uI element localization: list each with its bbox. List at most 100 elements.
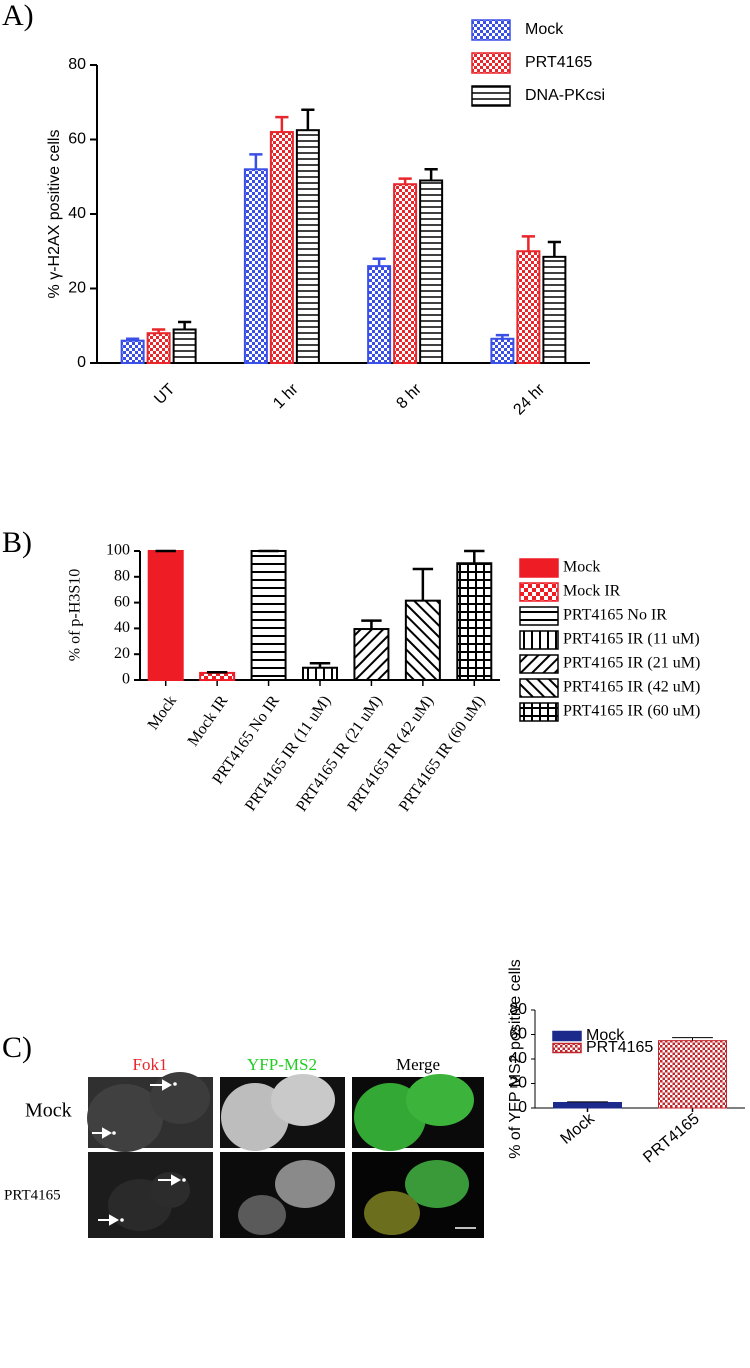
bar [658,1040,727,1109]
y-axis-label: % of p-H3S10 [67,569,84,661]
legend-label: Mock IR [563,583,621,600]
y-tick-label: 20 [68,280,86,297]
legend-label: DNA-PKcsi [525,87,605,104]
legend-label: PRT4165 IR (60 uM) [563,703,700,720]
y-tick-label: 40 [114,619,130,636]
arrow-head [162,1079,173,1091]
bar [490,337,515,365]
error-bar [567,1101,608,1103]
focus [112,1131,116,1135]
bar [243,168,268,364]
legend-swatch [519,654,559,674]
arrows [92,1079,182,1226]
x-tick-label: UT [151,381,178,408]
bar [404,599,441,681]
legend-swatch [519,582,559,602]
legend-swatch [471,52,511,74]
y-tick-label: 40 [509,1050,527,1067]
x-tick-label: Mock IR [185,692,232,749]
bar [456,562,493,682]
error-bar [126,337,140,341]
bar [199,671,236,682]
y-tick-label: 20 [114,645,130,662]
row-label: PRT4165 [4,1187,61,1203]
column-label: Merge [396,1055,440,1074]
nucleus [150,1172,190,1208]
column-label: YFP-MS2 [247,1055,317,1074]
bar [353,628,390,681]
error-bar [249,153,263,170]
y-tick-label: 0 [122,671,130,688]
legend-label: PRT4165 [586,1039,653,1056]
error-bar [672,1037,713,1041]
y-tick-label: 20 [509,1075,527,1092]
bar [302,666,338,681]
error-bar [412,567,434,601]
bar [250,550,287,681]
error-bar [547,240,561,257]
bar [147,550,184,681]
legend-label: Mock [563,559,600,576]
bar [146,332,171,365]
y-tick-label: 60 [114,593,130,610]
error-bar [521,235,535,252]
arrow-head [109,1214,120,1226]
error-bar [464,549,485,564]
chart: 0 20 40 60 80% of YFP MS2 positive cells Mock… [507,959,745,1167]
legend-label: Mock [525,21,564,38]
legend-swatch [519,678,559,698]
error-bar [361,619,382,630]
y-tick-label: 60 [68,131,86,148]
x-tick-label: 1 hr [270,380,302,412]
focus [120,1218,124,1222]
x-tick-label: PRT4165 [640,1110,703,1166]
y-tick-label: 40 [68,205,86,222]
focus [173,1082,177,1086]
bar [516,250,541,364]
nucleus [275,1160,335,1208]
legend-swatch [519,702,559,722]
row-label: Mock [25,1100,72,1122]
nucleus [150,1072,210,1124]
y-tick-label: 60 [509,1026,527,1043]
focus [182,1178,186,1182]
error-bar [301,108,315,131]
panel-label: A) [2,0,34,32]
nucleus [271,1074,335,1126]
panel-label: C) [2,1031,32,1064]
legend-swatch [519,606,559,626]
panel-label: B) [2,526,32,559]
x-tick-label: 8 hr [393,380,425,412]
arrow-head [171,1174,182,1186]
nucleus [406,1074,474,1126]
error-bar [372,257,386,267]
bar [269,131,294,364]
x-tick-label: 24 hr [510,380,548,418]
arrow-head [102,1127,113,1139]
bar [542,255,567,364]
bar [120,339,145,364]
y-tick-label: 100 [106,542,130,559]
legend-label: PRT4165 IR (42 uM) [563,679,700,696]
nucleus [405,1160,469,1208]
y-tick-label: 80 [68,56,86,73]
bar [419,179,444,364]
chart: 0 20 40 60 80 % γ-H2AX positive cells UT 1 hr 8 … [46,19,605,419]
bar [367,265,392,364]
error-bar [309,661,331,668]
bar [295,129,320,364]
error-bar [206,671,228,674]
legend-label: PRT4165 IR (21 uM) [563,655,700,672]
microscopy: Fok1 YFP-MS2 Merge Mock PRT4165 [4,1055,484,1238]
legend-swatch [552,1030,582,1042]
legend-swatch [519,558,559,578]
x-tick-label: Mock [558,1110,599,1148]
legend-swatch [552,1042,582,1054]
y-tick-label: 80 [509,1001,527,1018]
y-axis-label: % of YFP MS2 positive cells [507,959,524,1159]
legend-swatch [471,19,511,41]
y-axis-label: % γ-H2AX positive cells [46,130,63,299]
nucleus [364,1191,420,1235]
x-tick-label: Mock [145,693,180,733]
